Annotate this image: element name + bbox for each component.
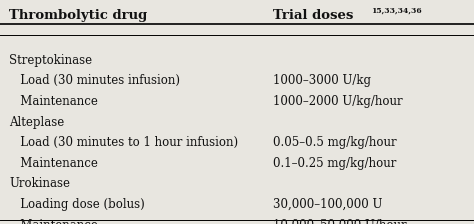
Text: Alteplase: Alteplase — [9, 116, 65, 129]
Text: Trial doses: Trial doses — [273, 9, 353, 22]
Text: Maintenance: Maintenance — [9, 157, 99, 170]
Text: Thrombolytic drug: Thrombolytic drug — [9, 9, 148, 22]
Text: 15,33,34,36: 15,33,34,36 — [371, 7, 422, 15]
Text: Streptokinase: Streptokinase — [9, 54, 92, 67]
Text: Load (30 minutes infusion): Load (30 minutes infusion) — [9, 74, 181, 87]
Text: 0.1–0.25 mg/kg/hour: 0.1–0.25 mg/kg/hour — [273, 157, 396, 170]
Text: Maintenance: Maintenance — [9, 219, 99, 224]
Text: Load (30 minutes to 1 hour infusion): Load (30 minutes to 1 hour infusion) — [9, 136, 238, 149]
Text: Urokinase: Urokinase — [9, 177, 71, 190]
Text: 30,000–100,000 U: 30,000–100,000 U — [273, 198, 382, 211]
Text: 10,000–50,000 U/hour: 10,000–50,000 U/hour — [273, 219, 406, 224]
Text: Maintenance: Maintenance — [9, 95, 99, 108]
Text: 1000–3000 U/kg: 1000–3000 U/kg — [273, 74, 371, 87]
Text: 0.05–0.5 mg/kg/hour: 0.05–0.5 mg/kg/hour — [273, 136, 396, 149]
Text: 1000–2000 U/kg/hour: 1000–2000 U/kg/hour — [273, 95, 402, 108]
Text: Loading dose (bolus): Loading dose (bolus) — [9, 198, 145, 211]
